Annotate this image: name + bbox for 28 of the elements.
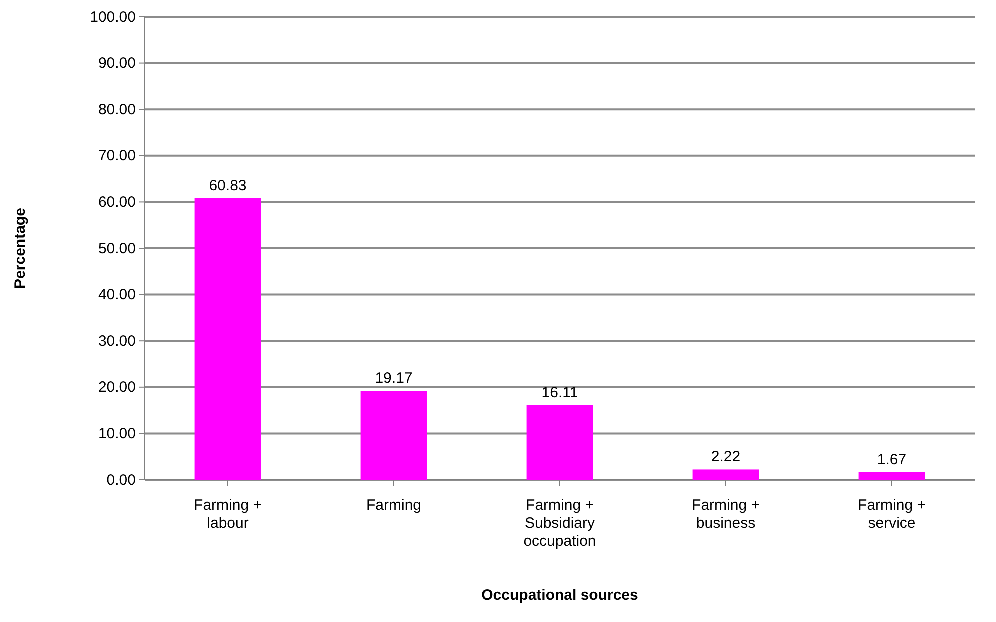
y-tick-label: 30.00 [98,332,136,350]
y-axis-title: Percentage [12,208,29,289]
bar [692,470,760,480]
x-axis-title: Occupational sources [482,587,638,604]
x-tick-label: Farming [366,497,422,514]
x-tick-label: Farming + business [692,497,760,532]
bar [360,391,428,480]
data-label: 1.67 [877,451,907,468]
y-tick-label: 90.00 [98,55,136,72]
data-label: 60.83 [209,177,247,194]
bar [526,405,594,480]
y-tick-label: 100.00 [90,8,136,26]
y-tick-label: 70.00 [98,148,136,165]
y-tick-label: 10.00 [98,426,136,442]
x-tick-label: Farming + Subsidiary occupation [524,497,596,550]
y-tick-label: 60.00 [98,194,136,211]
y-tick-label: 0.00 [106,472,136,489]
y-tick-label: 50.00 [98,240,136,258]
y-tick-label: 80.00 [98,101,136,118]
bar [858,472,926,480]
data-label: 19.17 [375,370,413,388]
bar [194,198,262,480]
x-tick-label: Farming + service [858,497,926,532]
y-tick-label: 40.00 [98,286,136,304]
x-tick-label: Farming + labour [194,497,262,532]
data-label: 16.11 [542,384,578,402]
data-label: 2.22 [711,448,741,466]
y-tick-label: 20.00 [98,379,136,396]
